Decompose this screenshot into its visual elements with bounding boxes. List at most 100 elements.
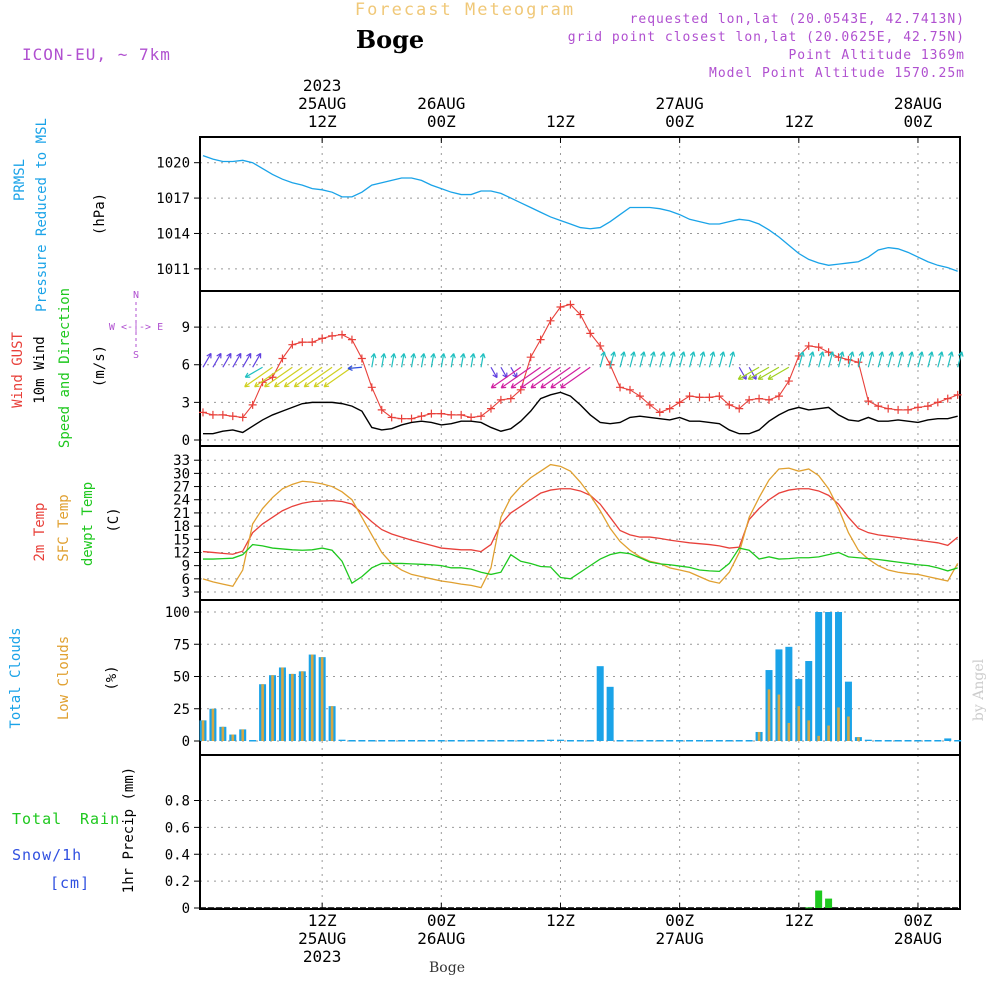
- gust-point: [496, 395, 505, 404]
- total-cloud-bar: [666, 740, 674, 742]
- gust-point: [407, 414, 416, 423]
- wind-arrow: [737, 366, 760, 380]
- gust-line: [202, 303, 958, 420]
- wind-arrow: [649, 351, 656, 368]
- gust-point: [377, 405, 386, 414]
- y-tick-label: 1011: [156, 262, 190, 278]
- gust-point: [367, 383, 376, 392]
- y-tick-label: 12: [173, 545, 190, 561]
- wind-gust-label: Wind GUST: [10, 332, 26, 408]
- total-cloud-bar: [437, 740, 445, 742]
- wind-arrow: [410, 353, 417, 368]
- dewpt-line: [203, 543, 958, 585]
- bottom-time-label: 12Z: [308, 911, 337, 930]
- total-cloud-bar: [646, 740, 654, 742]
- compass-north: N: [133, 290, 139, 301]
- plot-frame: [199, 136, 961, 910]
- gust-point: [387, 413, 396, 422]
- total-cloud-bar: [656, 740, 664, 742]
- wind-arrow: [747, 366, 770, 380]
- y-tick-label: 21: [173, 506, 190, 522]
- wind-arrow: [599, 351, 607, 368]
- wind-arrow: [877, 351, 885, 368]
- low-cloud-bar: [797, 706, 801, 741]
- wind-arrow: [283, 366, 313, 388]
- total-cloud-bar: [735, 740, 743, 742]
- gust-point: [427, 409, 436, 418]
- bottom-time-label: 25AUG: [298, 929, 346, 948]
- gust-point: [347, 335, 356, 344]
- wind-unit: (m/s): [92, 345, 108, 387]
- low-cloud-bar: [777, 694, 781, 741]
- wind-arrow: [303, 366, 333, 388]
- model-altitude: Model Point Altitude 1570.25m: [709, 66, 965, 81]
- wind-arrow: [244, 366, 273, 388]
- y-tick-label: 33: [173, 453, 190, 469]
- y-tick-label: 9: [182, 320, 190, 336]
- low-cloud-bar: [291, 673, 294, 741]
- low-cloud-bar: [807, 720, 811, 741]
- bars: [199, 612, 962, 909]
- gust-point: [884, 404, 893, 413]
- total-cloud-bar: [884, 740, 892, 742]
- total-cloud-bar: [507, 740, 515, 742]
- total-label: Total: [12, 810, 62, 828]
- wind-arrow: [907, 351, 914, 368]
- total-cloud-bar: [705, 740, 713, 742]
- wind-arrow: [520, 366, 551, 389]
- total-cloud-bar: [378, 740, 386, 742]
- wind-arrow: [252, 352, 262, 368]
- y-tick-label: 25: [173, 702, 190, 718]
- gust-point: [357, 354, 366, 363]
- wind-arrow: [202, 352, 212, 368]
- total-cloud-bar: [388, 740, 396, 742]
- chart-title: Forecast Meteogram: [355, 0, 575, 20]
- top-time-label: 12Z: [308, 112, 337, 131]
- gust-point: [248, 400, 257, 409]
- gust-point: [894, 405, 903, 414]
- total-cloud-bar: [686, 740, 694, 742]
- temp-unit: (C): [106, 507, 122, 532]
- y-tick-label: 27: [173, 480, 190, 496]
- gust-point: [546, 316, 555, 325]
- wind-arrow: [728, 351, 736, 368]
- wind-arrow: [390, 353, 397, 368]
- gust-point: [228, 412, 237, 421]
- wind-arrow: [837, 351, 845, 368]
- low-cloud-bar: [261, 684, 264, 741]
- total-cloud-bar: [537, 740, 545, 742]
- total-cloud-bar: [944, 738, 952, 741]
- requested-coords: requested lon,lat (20.0543E, 42.7413N): [630, 12, 965, 27]
- total-clouds-label: Total Clouds: [8, 627, 24, 728]
- wind-10m-label: 10m Wind: [32, 336, 48, 403]
- wind-arrow: [490, 366, 498, 379]
- gust-point: [774, 392, 783, 401]
- total-cloud-bar: [398, 740, 406, 742]
- gust-point: [765, 395, 774, 404]
- total-cloud-bar: [934, 740, 942, 742]
- wind-arrow: [669, 351, 676, 368]
- top-time-label: 27AUG: [656, 94, 704, 113]
- y-tick-label: 0.4: [165, 847, 190, 863]
- total-cloud-bar: [835, 612, 843, 741]
- total-cloud-bar: [586, 740, 594, 742]
- total-cloud-bar: [497, 740, 505, 742]
- gust-point: [665, 404, 674, 413]
- wind-arrow: [469, 353, 476, 368]
- total-cloud-bar: [358, 740, 366, 742]
- gust-point: [298, 338, 307, 347]
- y-tick-label: 15: [173, 532, 190, 548]
- gust-point: [784, 377, 793, 386]
- wind-arrow: [212, 352, 222, 368]
- gust-point: [397, 414, 406, 423]
- y-tick-label: 1017: [156, 191, 190, 207]
- wind-arrow: [857, 351, 865, 368]
- wind-arrow: [540, 366, 571, 389]
- precip-unit: 1hr Precip (mm): [121, 767, 137, 893]
- sfc-temp-line: [202, 463, 959, 589]
- gust-point: [675, 398, 684, 407]
- wind-arrow: [718, 351, 726, 368]
- y-tick-label: 6: [182, 358, 190, 374]
- gust-point: [913, 403, 922, 412]
